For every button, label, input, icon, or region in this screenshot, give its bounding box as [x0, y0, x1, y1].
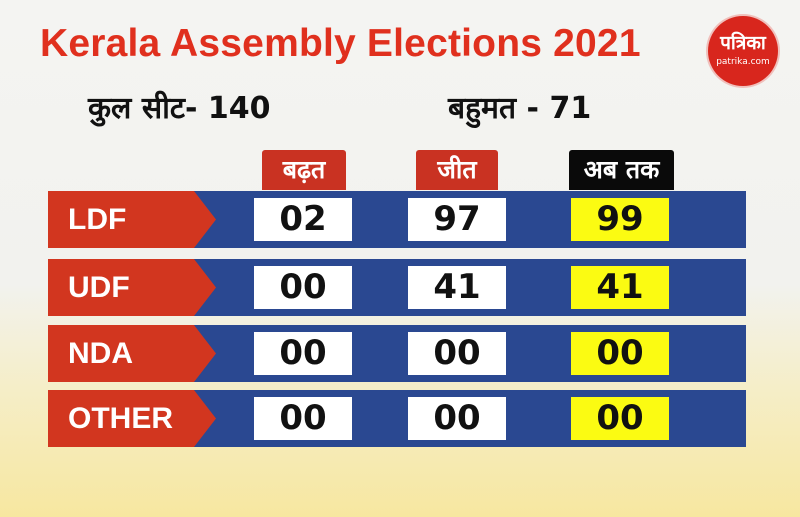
- column-header-leading: बढ़त: [262, 150, 346, 190]
- party-name: LDF: [68, 203, 127, 236]
- party-tag: LDF: [48, 191, 216, 248]
- party-tag: OTHER: [48, 390, 216, 447]
- won-count: 00: [408, 397, 506, 440]
- party-row-ldf: LDF 02 97 99: [48, 191, 746, 248]
- majority-label: बहुमत - 71: [448, 91, 592, 126]
- leading-count: 00: [254, 266, 352, 309]
- leading-count: 00: [254, 397, 352, 440]
- party-tag: UDF: [48, 259, 216, 316]
- column-header-total: अब तक: [569, 150, 674, 190]
- page-title: Kerala Assembly Elections 2021: [40, 22, 641, 65]
- party-name: UDF: [68, 271, 130, 304]
- party-row-udf: UDF 00 41 41: [48, 259, 746, 316]
- total-count: 99: [571, 198, 669, 241]
- leading-count: 00: [254, 332, 352, 375]
- total-seats-label: कुल सीट- 140: [88, 91, 271, 126]
- column-header-won: जीत: [416, 150, 498, 190]
- logo-name: पत्रिका: [720, 32, 766, 54]
- patrika-logo: पत्रिका patrika.com: [708, 16, 778, 86]
- total-count: 00: [571, 332, 669, 375]
- total-count: 00: [571, 397, 669, 440]
- party-tag: NDA: [48, 325, 216, 382]
- won-count: 41: [408, 266, 506, 309]
- leading-count: 02: [254, 198, 352, 241]
- party-row-nda: NDA 00 00 00: [48, 325, 746, 382]
- party-name: NDA: [68, 337, 133, 370]
- won-count: 97: [408, 198, 506, 241]
- total-count: 41: [571, 266, 669, 309]
- won-count: 00: [408, 332, 506, 375]
- party-row-other: OTHER 00 00 00: [48, 390, 746, 447]
- logo-domain: patrika.com: [716, 57, 770, 67]
- party-name: OTHER: [68, 402, 173, 435]
